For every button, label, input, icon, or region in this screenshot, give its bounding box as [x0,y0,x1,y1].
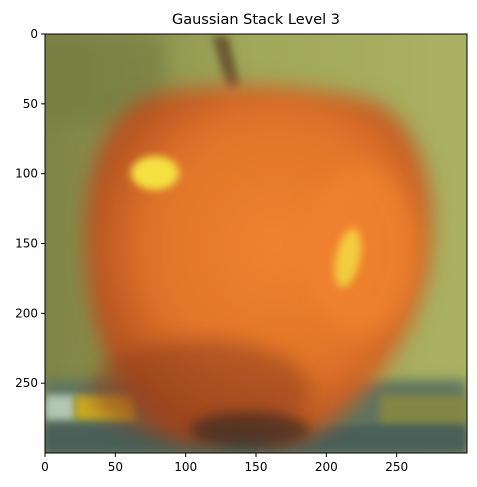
y-tick-label: 200 [15,306,38,320]
y-tick-label: 50 [23,97,38,111]
x-tick-label: 200 [315,460,338,474]
y-tick-label: 100 [15,167,38,181]
x-tick-label: 150 [245,460,268,474]
y-tick-label: 250 [15,376,38,390]
x-tick-label: 0 [41,460,49,474]
y-tick-label: 0 [30,27,38,41]
x-axis: 0 50 100 150 200 250 [41,453,408,474]
x-tick-label: 250 [385,460,408,474]
y-axis: 0 50 100 150 200 250 [15,27,45,390]
x-tick-label: 100 [174,460,197,474]
blurred-apple-image [45,34,467,453]
y-tick-label: 150 [15,237,38,251]
x-tick-label: 50 [108,460,123,474]
figure-title: Gaussian Stack Level 3 [172,12,340,28]
